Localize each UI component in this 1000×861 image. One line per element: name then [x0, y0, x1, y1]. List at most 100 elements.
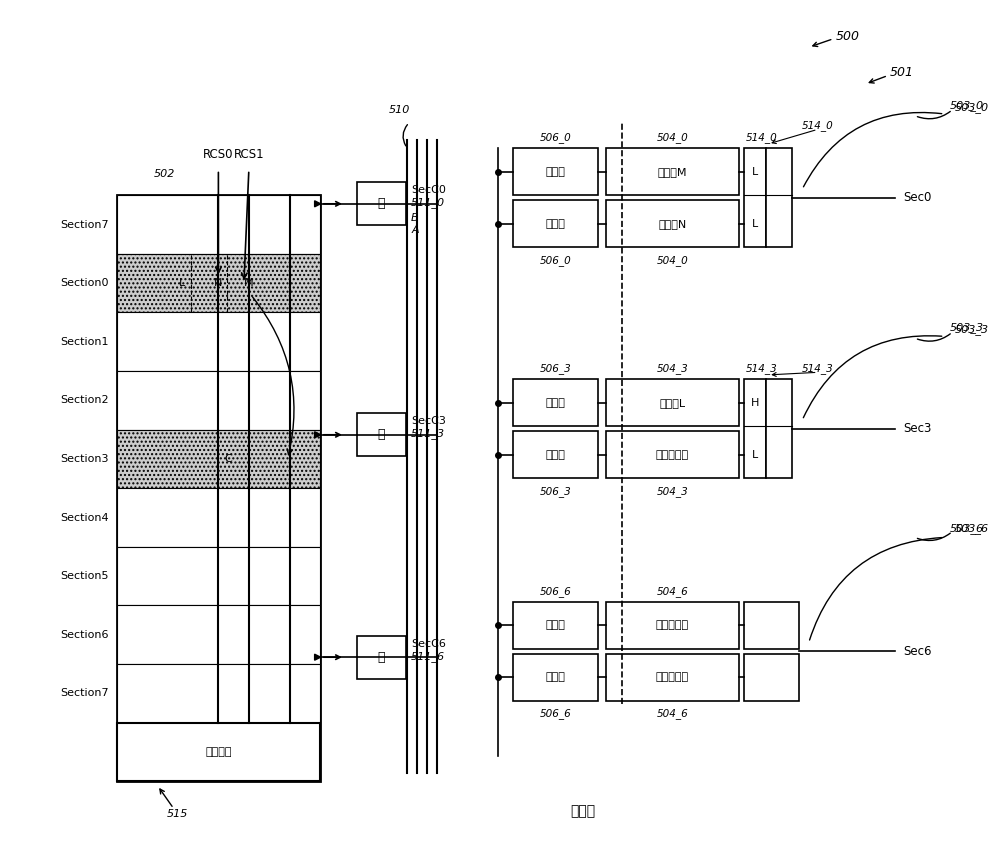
Bar — [606, 379, 739, 426]
Text: 比较块: 比较块 — [546, 167, 565, 177]
Bar — [513, 602, 598, 648]
Text: 500: 500 — [835, 30, 859, 44]
Text: 514_0: 514_0 — [746, 133, 778, 144]
Text: Sec3: Sec3 — [903, 422, 931, 436]
Text: 506_3: 506_3 — [540, 486, 571, 497]
Bar — [357, 183, 406, 226]
Text: 506_6: 506_6 — [540, 585, 571, 597]
Text: Section7: Section7 — [60, 688, 109, 698]
Text: Sec6: Sec6 — [903, 645, 931, 658]
Text: 503_0: 503_0 — [954, 102, 989, 113]
Text: L: L — [752, 450, 758, 460]
Bar — [606, 148, 739, 195]
Text: 列解码器: 列解码器 — [205, 747, 232, 757]
Bar — [606, 602, 739, 648]
Text: 列冗余地址: 列冗余地址 — [656, 620, 689, 630]
Text: L: L — [179, 278, 185, 288]
Text: 503_3: 503_3 — [954, 324, 989, 335]
Bar — [606, 653, 739, 701]
Bar — [117, 195, 320, 254]
Text: 514_3: 514_3 — [746, 363, 778, 375]
Text: 503_6: 503_6 — [954, 523, 989, 535]
Text: 511_0: 511_0 — [411, 197, 445, 208]
Text: L: L — [752, 219, 758, 229]
Text: Section5: Section5 — [60, 571, 109, 581]
Bar — [513, 431, 598, 479]
Bar — [513, 379, 598, 426]
Bar — [744, 148, 766, 247]
Bar — [117, 605, 320, 664]
Text: 比较块: 比较块 — [546, 672, 565, 682]
Bar — [117, 430, 320, 488]
Text: 506_6: 506_6 — [540, 709, 571, 719]
Text: RCS0: RCS0 — [203, 148, 234, 161]
Text: 地址：N: 地址：N — [658, 219, 687, 229]
Text: Section4: Section4 — [60, 512, 109, 523]
Text: B: B — [411, 214, 419, 223]
Text: 比较块: 比较块 — [546, 398, 565, 408]
Text: 504_6: 504_6 — [657, 709, 688, 719]
Text: 比较块: 比较块 — [546, 620, 565, 630]
Text: Section6: Section6 — [60, 629, 109, 640]
Bar — [744, 602, 799, 648]
Text: 510: 510 — [389, 105, 410, 115]
Text: 515: 515 — [167, 808, 188, 819]
Text: 514_3: 514_3 — [802, 363, 834, 375]
Bar — [117, 371, 320, 430]
Bar — [117, 195, 320, 781]
Text: 502: 502 — [153, 169, 175, 179]
Bar — [513, 148, 598, 195]
Text: 列冗余地址: 列冗余地址 — [656, 450, 689, 460]
Bar — [513, 201, 598, 247]
Text: Section2: Section2 — [60, 395, 109, 406]
Bar — [117, 313, 320, 371]
Text: 511_6: 511_6 — [411, 651, 445, 662]
Text: 501: 501 — [890, 66, 914, 79]
Bar — [117, 547, 320, 605]
Text: 或: 或 — [378, 428, 385, 442]
Text: 506_3: 506_3 — [540, 363, 571, 375]
Text: Section1: Section1 — [60, 337, 109, 347]
Text: 503_3: 503_3 — [949, 322, 984, 333]
Text: 列地址: 列地址 — [570, 804, 595, 818]
Text: 地址：L: 地址：L — [659, 398, 685, 408]
Bar — [117, 722, 320, 781]
Bar — [606, 201, 739, 247]
Text: C: C — [225, 454, 232, 464]
Text: 503_6: 503_6 — [949, 523, 984, 535]
Text: 比较块: 比较块 — [546, 219, 565, 229]
Text: SecC0: SecC0 — [411, 185, 446, 195]
Text: Sec0: Sec0 — [903, 191, 931, 204]
Text: N: N — [214, 278, 223, 288]
Text: 504_3: 504_3 — [657, 486, 688, 497]
Text: RCS1: RCS1 — [234, 148, 264, 161]
Text: 或: 或 — [378, 651, 385, 664]
Text: M: M — [244, 278, 254, 288]
Text: Section7: Section7 — [60, 220, 109, 230]
Text: 506_0: 506_0 — [540, 133, 571, 144]
Bar — [357, 635, 406, 678]
Text: L: L — [752, 167, 758, 177]
Text: H: H — [751, 398, 759, 408]
Text: 504_0: 504_0 — [657, 255, 688, 266]
Text: A: A — [411, 226, 419, 235]
Text: Section3: Section3 — [60, 454, 109, 464]
Bar — [117, 488, 320, 547]
Text: 503_0: 503_0 — [949, 100, 984, 111]
Bar — [766, 379, 792, 479]
Text: SecC6: SecC6 — [411, 639, 446, 648]
Bar — [766, 148, 792, 247]
Bar — [513, 653, 598, 701]
Text: SecC3: SecC3 — [411, 416, 446, 426]
Bar — [117, 664, 320, 722]
Bar — [744, 653, 799, 701]
Text: 504_6: 504_6 — [657, 585, 688, 597]
Text: Section0: Section0 — [60, 278, 109, 288]
Text: 504_0: 504_0 — [657, 133, 688, 144]
Text: 地址：M: 地址：M — [658, 167, 687, 177]
Bar — [744, 379, 766, 479]
Bar — [606, 431, 739, 479]
Bar — [117, 254, 320, 313]
Text: 511_3: 511_3 — [411, 429, 445, 439]
Text: 514_0: 514_0 — [802, 121, 834, 132]
